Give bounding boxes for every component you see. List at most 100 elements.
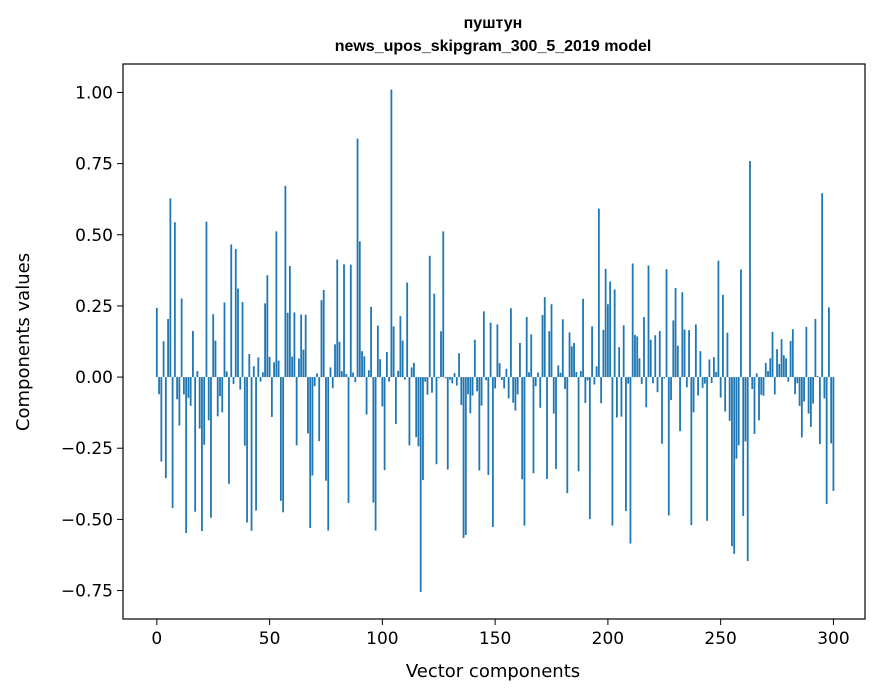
bar xyxy=(404,377,406,380)
bar xyxy=(180,298,183,378)
bar xyxy=(809,377,812,427)
bar xyxy=(832,377,835,491)
bar xyxy=(207,377,210,421)
bar xyxy=(767,371,769,378)
bar xyxy=(422,377,424,481)
bar xyxy=(471,377,474,396)
bar xyxy=(498,363,501,378)
bar xyxy=(570,346,573,378)
bar xyxy=(221,377,224,413)
bar xyxy=(523,377,526,526)
bar xyxy=(652,377,654,384)
bar xyxy=(773,377,776,395)
bar xyxy=(564,377,566,390)
y-tick-label: 0.50 xyxy=(75,226,113,246)
bar xyxy=(785,358,787,378)
bar xyxy=(282,377,285,513)
bar xyxy=(830,377,833,444)
bar xyxy=(286,312,289,378)
bar xyxy=(645,377,648,408)
bar xyxy=(724,377,727,412)
y-tick-label: 0.00 xyxy=(75,368,113,388)
bar xyxy=(566,377,569,494)
bar xyxy=(656,377,659,393)
bar xyxy=(426,377,429,395)
plot-frame xyxy=(122,63,866,620)
bar xyxy=(399,316,402,378)
bar xyxy=(343,264,345,378)
bar xyxy=(320,300,323,378)
bar xyxy=(173,222,176,378)
bar xyxy=(548,331,551,378)
y-axis: −0.75 −0.50 −0.25 0.00 0.25 0.50 0.75 1.00 xyxy=(61,83,123,602)
bar xyxy=(467,377,469,395)
bar xyxy=(237,288,239,378)
bar xyxy=(196,371,199,378)
bar xyxy=(381,377,384,407)
bar xyxy=(505,368,508,378)
bar xyxy=(712,357,715,378)
bar xyxy=(555,377,557,470)
bar xyxy=(300,314,303,378)
bar xyxy=(760,377,763,395)
bar xyxy=(519,342,521,378)
bar xyxy=(629,377,632,544)
bar xyxy=(825,377,828,505)
bar xyxy=(210,377,212,518)
bar xyxy=(823,377,826,399)
bar xyxy=(464,377,467,536)
bar xyxy=(543,297,546,378)
bar xyxy=(683,329,686,378)
bar xyxy=(726,332,729,378)
bar xyxy=(717,260,720,378)
bar xyxy=(681,292,684,378)
bar xyxy=(676,345,679,378)
bar xyxy=(198,377,201,429)
bar xyxy=(410,367,413,378)
bar xyxy=(363,356,366,378)
bar xyxy=(731,377,733,547)
bar xyxy=(496,324,499,378)
bar xyxy=(816,375,819,378)
bar xyxy=(259,377,262,382)
bar xyxy=(719,377,722,398)
bar xyxy=(309,377,312,528)
bar xyxy=(239,377,242,390)
bar xyxy=(155,307,158,378)
bar xyxy=(552,377,555,414)
bar xyxy=(796,377,799,384)
bar xyxy=(667,377,670,516)
bar xyxy=(194,377,197,512)
bar xyxy=(365,377,368,415)
bar xyxy=(376,325,379,378)
bar xyxy=(539,377,542,408)
bar xyxy=(703,377,706,384)
bar xyxy=(440,331,442,378)
bar xyxy=(250,377,253,531)
bar xyxy=(182,377,185,395)
bar xyxy=(408,377,411,446)
bar xyxy=(697,377,699,396)
bar xyxy=(649,339,652,378)
bar xyxy=(613,289,616,378)
bar xyxy=(618,347,621,378)
bar xyxy=(185,377,188,534)
bar xyxy=(670,377,672,401)
bar xyxy=(593,377,596,385)
bar xyxy=(255,377,257,511)
bar xyxy=(288,266,291,378)
bar xyxy=(273,362,275,378)
bar xyxy=(579,371,582,378)
bar xyxy=(764,362,767,378)
bar xyxy=(674,287,677,378)
bar xyxy=(559,372,562,378)
bar xyxy=(415,377,418,438)
bar xyxy=(277,360,280,378)
bar xyxy=(252,366,255,378)
bar xyxy=(162,341,165,378)
bar xyxy=(216,377,219,417)
bar xyxy=(419,377,422,592)
bar xyxy=(451,377,454,384)
bar xyxy=(322,289,325,378)
bar xyxy=(374,377,377,531)
